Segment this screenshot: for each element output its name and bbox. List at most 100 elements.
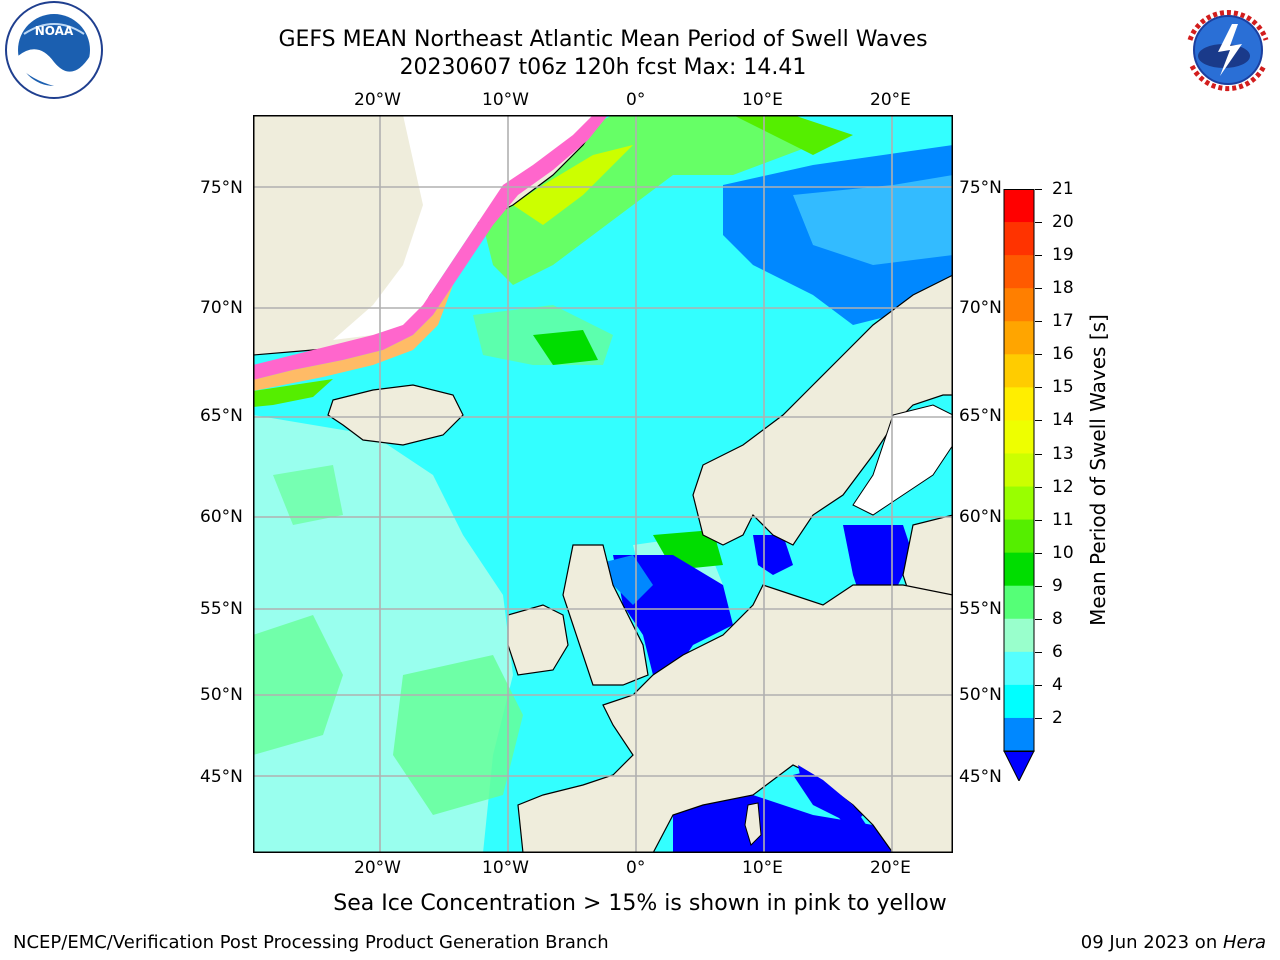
colorbar-tick — [1035, 717, 1042, 719]
sea-ice-edge — [253, 115, 608, 380]
footer-date-text: 09 Jun 2023 on — [1080, 932, 1223, 953]
colorbar-tick-label: 14 — [1052, 410, 1074, 431]
colorbar-tick-label: 16 — [1052, 344, 1074, 365]
colorbar-tick — [1035, 321, 1042, 323]
colorbar-bin — [1004, 354, 1034, 388]
colorbar-tick-label: 18 — [1052, 278, 1074, 299]
lat-label: 65°N — [959, 406, 1002, 426]
swell-band-below-2s — [753, 535, 793, 575]
colorbar-tick-label: 2 — [1052, 707, 1063, 728]
lon-label: 0° — [626, 90, 646, 110]
lat-label: 70°N — [200, 298, 243, 318]
colorbar — [1003, 189, 1035, 781]
footer-producer: NCEP/EMC/Verification Post Processing Pr… — [13, 932, 609, 953]
colorbar-tick — [1035, 222, 1042, 224]
colorbar-tick-label: 11 — [1052, 509, 1074, 530]
colorbar-extend-arrow — [1003, 750, 1035, 781]
colorbar-bin — [1004, 387, 1034, 421]
lon-label: 20°E — [870, 858, 911, 878]
lat-label: 75°N — [959, 178, 1002, 198]
lon-label: 20°W — [354, 858, 401, 878]
lat-label: 45°N — [959, 767, 1002, 787]
swell-band-12-13s — [513, 145, 633, 225]
swell-band-9-10s — [273, 465, 343, 525]
lat-label: 55°N — [959, 599, 1002, 619]
map-title: GEFS MEAN Northeast Atlantic Mean Period… — [278, 27, 928, 52]
colorbar-border — [1003, 189, 1035, 752]
lon-label: 20°E — [870, 90, 911, 110]
swell-band-below-2s — [673, 795, 893, 853]
colorbar-tick — [1035, 387, 1042, 389]
colorbar-bin — [1004, 420, 1034, 454]
colorbar-tick — [1035, 486, 1042, 488]
sea-ice-note: Sea Ice Concentration > 15% is shown in … — [333, 891, 947, 916]
noaa-logo-text: NOAA — [35, 24, 74, 38]
colorbar-tick-label: 10 — [1052, 542, 1074, 563]
colorbar-tick-label: 12 — [1052, 476, 1074, 497]
lat-label: 45°N — [200, 767, 243, 787]
colorbar-tick — [1035, 255, 1042, 257]
colorbar-tick — [1035, 519, 1042, 521]
lon-label: 0° — [626, 858, 646, 878]
colorbar-tick — [1035, 453, 1042, 455]
colorbar-tick — [1035, 420, 1042, 422]
footer-date: 09 Jun 2023 on Hera — [1081, 932, 1266, 954]
lat-label: 65°N — [200, 406, 243, 426]
great-britain-landmass — [562, 544, 649, 686]
colorbar-bin — [1004, 453, 1034, 488]
colorbar-bin — [1004, 255, 1034, 289]
colorbar-tick — [1035, 552, 1042, 554]
colorbar-tick-label: 20 — [1052, 212, 1074, 233]
colorbar-bin — [1004, 618, 1034, 653]
sea-ice-no-data — [333, 115, 593, 340]
colorbar-tick-label: 21 — [1052, 179, 1074, 199]
colorbar-tick-label: 15 — [1052, 377, 1074, 398]
graticule — [253, 115, 953, 853]
colorbar-bin — [1004, 585, 1034, 620]
lat-label: 60°N — [200, 507, 243, 527]
nws-logo — [1181, 3, 1275, 97]
lat-label: 75°N — [200, 178, 243, 198]
colorbar-tick-label: 13 — [1052, 443, 1074, 464]
swell-band-4-6s — [793, 175, 953, 265]
ireland-landmass — [507, 604, 569, 676]
colorbar-bin — [1004, 552, 1034, 587]
colorbar-title: Mean Period of Swell Waves [s] — [1086, 314, 1110, 626]
colorbar-bin — [1004, 189, 1034, 223]
colorbar-tick-label: 8 — [1052, 608, 1063, 629]
map-border — [253, 115, 953, 853]
lat-label: 55°N — [200, 599, 243, 619]
bothnia-no-data — [852, 404, 953, 516]
colorbar-tick — [1035, 189, 1042, 190]
map-subtitle: 20230607 t06z 120h fcst Max: 14.41 — [399, 55, 807, 80]
lat-label: 50°N — [200, 685, 243, 705]
swell-period-map[interactable] — [253, 115, 953, 853]
colorbar-tick — [1035, 618, 1042, 620]
colorbar-bin — [1004, 288, 1034, 322]
swell-band-11-12s — [253, 379, 333, 407]
swell-band-10-11s — [533, 330, 598, 365]
colorbar-bin — [1004, 486, 1034, 521]
lat-label: 50°N — [959, 685, 1002, 705]
colorbar-bin — [1004, 651, 1034, 686]
colorbar-tick-label: 6 — [1052, 641, 1063, 662]
colorbar-tick — [1035, 585, 1042, 587]
adriatic-sea — [798, 765, 873, 840]
lat-label: 60°N — [959, 507, 1002, 527]
swell-band-11-12s — [733, 115, 853, 155]
colorbar-tick — [1035, 651, 1042, 653]
footer-host: Hera — [1222, 932, 1266, 953]
colorbar-tick — [1035, 354, 1042, 356]
colorbar-bin — [1004, 519, 1034, 554]
colorbar-bin — [1004, 321, 1034, 355]
lon-label: 10°E — [742, 90, 783, 110]
corsica-landmass — [744, 802, 762, 846]
colorbar-bin — [1004, 684, 1034, 719]
colorbar-tick — [1035, 684, 1042, 686]
colorbar-tick-label: 9 — [1052, 575, 1063, 596]
colorbar-tick-label: 17 — [1052, 311, 1074, 332]
swell-band-9-10s — [253, 615, 343, 755]
lon-label: 10°W — [482, 90, 529, 110]
iceland-landmass — [327, 384, 464, 446]
lon-label: 10°W — [482, 858, 529, 878]
